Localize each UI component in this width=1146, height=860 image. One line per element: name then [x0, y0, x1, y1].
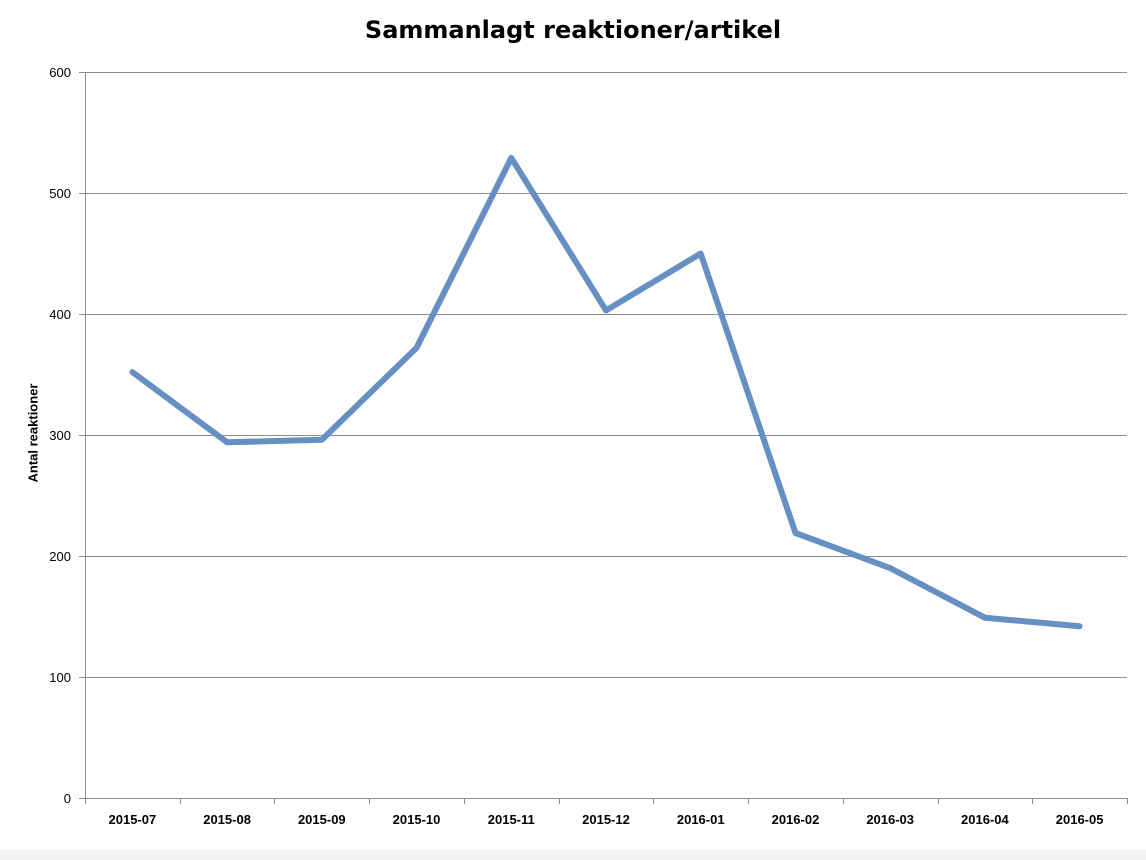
- x-tick-label: 2016-01: [677, 812, 725, 827]
- x-tick-label: 2016-03: [866, 812, 914, 827]
- x-tick-label: 2015-08: [203, 812, 251, 827]
- y-tick-label: 0: [64, 791, 71, 806]
- x-tick-label: 2015-12: [582, 812, 630, 827]
- y-tick-label: 600: [49, 65, 71, 80]
- chart-title: Sammanlagt reaktioner/artikel: [364, 16, 782, 44]
- y-tick-label: 100: [49, 670, 71, 685]
- y-tick-label: 500: [49, 186, 71, 201]
- x-tick-label: 2016-04: [961, 812, 1009, 827]
- x-tick-label: 2016-02: [772, 812, 820, 827]
- x-tick-label: 2016-05: [1056, 812, 1104, 827]
- y-tick-label: 400: [49, 307, 71, 322]
- bottom-strip: [0, 850, 1146, 860]
- y-tick-label: 200: [49, 549, 71, 564]
- x-tick-label: 2015-10: [393, 812, 441, 827]
- y-tick-label: 300: [49, 428, 71, 443]
- x-tick-label: 2015-09: [298, 812, 346, 827]
- series-line: [129, 154, 1083, 630]
- x-tick-label: 2015-11: [488, 812, 535, 827]
- x-tick-label: 2015-07: [109, 812, 157, 827]
